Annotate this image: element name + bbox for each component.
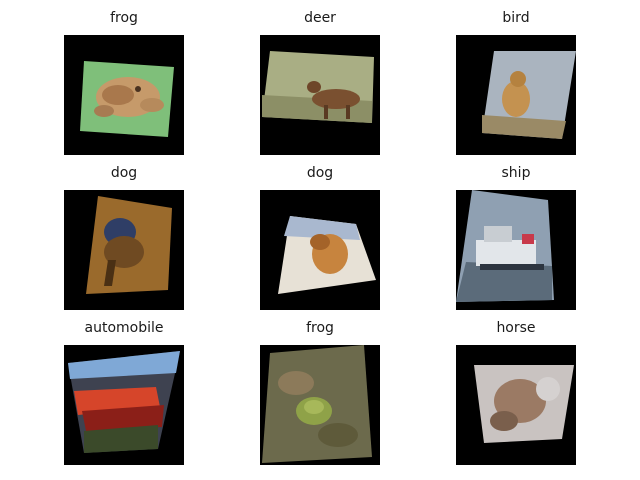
image-tile: [456, 345, 576, 465]
image-tile: [456, 190, 576, 310]
frog-image: [80, 61, 174, 137]
class-label: dog: [306, 165, 334, 181]
image-tile: [260, 345, 380, 465]
image-tile: [456, 35, 576, 155]
class-label: deer: [304, 10, 336, 26]
automobile-image: [68, 351, 180, 453]
class-label: dog: [110, 165, 138, 181]
dog-image: [278, 216, 376, 294]
dog-image: [86, 196, 172, 294]
image-tile: [64, 190, 184, 310]
deer-image: [262, 51, 374, 123]
horse-image: [474, 365, 574, 443]
image-tile: [64, 35, 184, 155]
image-tile: [260, 190, 380, 310]
class-label: horse: [496, 320, 536, 336]
class-label: automobile: [84, 320, 164, 336]
frog-image: [262, 345, 372, 463]
class-label: frog: [110, 10, 138, 26]
image-tile: [260, 35, 380, 155]
bird-image: [482, 51, 576, 139]
image-tile: [64, 345, 184, 465]
class-label: bird: [502, 10, 530, 26]
ship-image: [456, 190, 554, 302]
class-label: frog: [306, 320, 334, 336]
class-label: ship: [501, 165, 531, 181]
